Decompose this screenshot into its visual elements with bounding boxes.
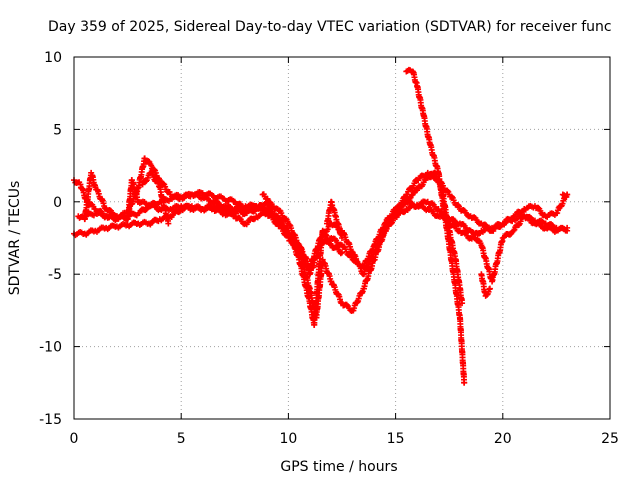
series-track-6 xyxy=(392,169,466,307)
y-tick-label: -10 xyxy=(39,340,62,356)
plot-frame xyxy=(73,56,611,420)
series-track-1 xyxy=(71,155,345,328)
x-tick-label: 15 xyxy=(387,431,405,447)
data-marker xyxy=(535,204,542,211)
y-tick-label: 5 xyxy=(53,122,62,138)
x-tick-label: 0 xyxy=(70,431,79,447)
series-track-9 xyxy=(323,198,345,241)
y-tick-label: -5 xyxy=(48,267,62,283)
data-point xyxy=(339,235,345,241)
series-track-7 xyxy=(139,169,172,227)
chart-title: Day 359 of 2025, Sidereal Day-to-day VTE… xyxy=(48,19,612,35)
data-marker xyxy=(160,180,167,187)
x-axis-label: GPS time / hours xyxy=(280,459,397,475)
y-axis-label: SDTVAR / TECUs xyxy=(7,181,23,296)
x-tick-label: 5 xyxy=(177,431,186,447)
x-tick-label: 25 xyxy=(601,431,619,447)
data-point xyxy=(165,220,172,227)
data-point xyxy=(510,227,517,234)
data-marker xyxy=(143,178,150,185)
series-track-10 xyxy=(478,271,493,299)
series-track-8 xyxy=(259,191,279,227)
y-tick-label: -15 xyxy=(39,412,62,428)
data-point xyxy=(461,379,468,386)
y-tick-label: 10 xyxy=(44,50,62,66)
data-point xyxy=(381,220,388,227)
x-tick-label: 20 xyxy=(494,431,512,447)
data-point xyxy=(486,285,493,292)
data-point xyxy=(459,300,466,307)
data-point xyxy=(272,220,279,227)
series-track-2 xyxy=(71,198,571,321)
data-point xyxy=(564,191,571,198)
y-tick-label: 0 xyxy=(53,195,62,211)
series-track-11 xyxy=(559,191,571,200)
data-points xyxy=(71,66,571,386)
data-point xyxy=(564,224,571,231)
x-tick-label: 10 xyxy=(279,431,297,447)
axis-ticks: 0 5 10 15 20 25 -15 -10 -5 0 5 10 xyxy=(39,50,619,447)
